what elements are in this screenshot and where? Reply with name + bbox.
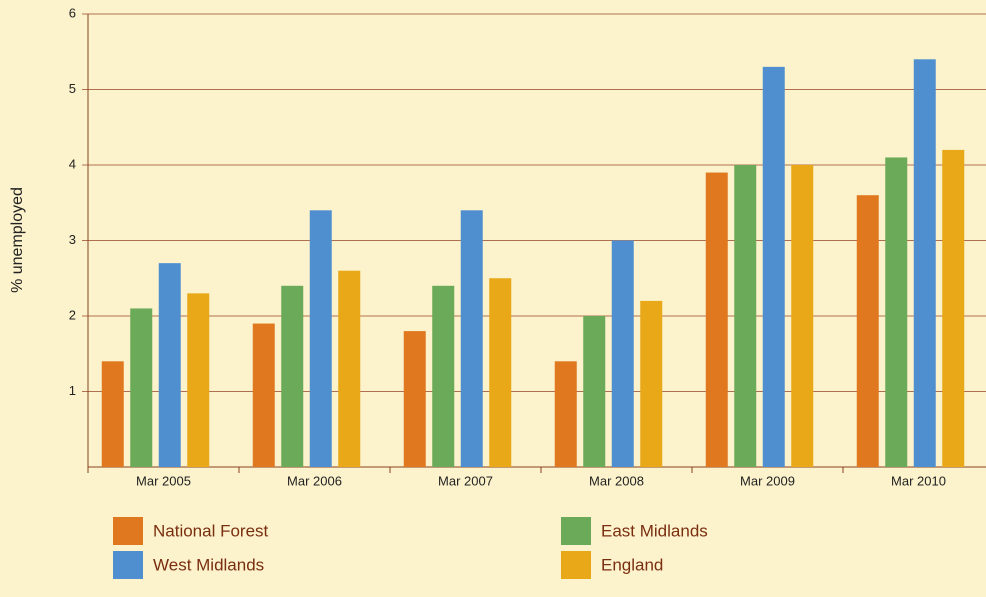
x-tick-label: Mar 2005	[136, 473, 191, 488]
y-tick-label: 4	[69, 156, 76, 171]
legend-swatch	[561, 517, 591, 545]
bar	[158, 263, 181, 467]
x-tick-label: Mar 2010	[891, 473, 946, 488]
bar	[432, 285, 455, 467]
bar	[640, 300, 663, 467]
bar	[252, 323, 275, 467]
bar	[734, 165, 757, 467]
bar	[130, 308, 153, 467]
y-tick-label: 1	[69, 383, 76, 398]
legend-label: East Midlands	[601, 521, 708, 540]
x-tick-label: Mar 2009	[740, 473, 795, 488]
bar	[913, 59, 936, 468]
bar	[611, 240, 634, 467]
bar	[791, 165, 814, 467]
y-axis-label: % unemployed	[9, 187, 26, 293]
legend-label: West Midlands	[153, 555, 264, 574]
legend-swatch	[561, 551, 591, 579]
bar	[705, 172, 728, 468]
legend-swatch	[113, 551, 143, 579]
legend-label: National Forest	[153, 521, 269, 540]
bar	[762, 66, 785, 467]
bar	[460, 210, 483, 468]
bar	[101, 361, 124, 467]
bar	[281, 285, 304, 467]
legend-label: England	[601, 555, 663, 574]
bar	[309, 210, 332, 468]
y-tick-label: 5	[69, 81, 76, 96]
bar	[403, 331, 426, 467]
x-tick-label: Mar 2006	[287, 473, 342, 488]
x-tick-label: Mar 2008	[589, 473, 644, 488]
bar	[338, 270, 361, 467]
bar	[554, 361, 577, 467]
y-tick-label: 3	[69, 232, 76, 247]
y-tick-label: 6	[69, 5, 76, 20]
bar	[489, 278, 512, 467]
bar	[856, 195, 879, 467]
bar	[942, 149, 965, 467]
x-tick-label: Mar 2007	[438, 473, 493, 488]
legend-swatch	[113, 517, 143, 545]
bar	[885, 157, 908, 467]
bar	[187, 293, 210, 467]
y-tick-label: 2	[69, 307, 76, 322]
bar	[583, 316, 606, 467]
